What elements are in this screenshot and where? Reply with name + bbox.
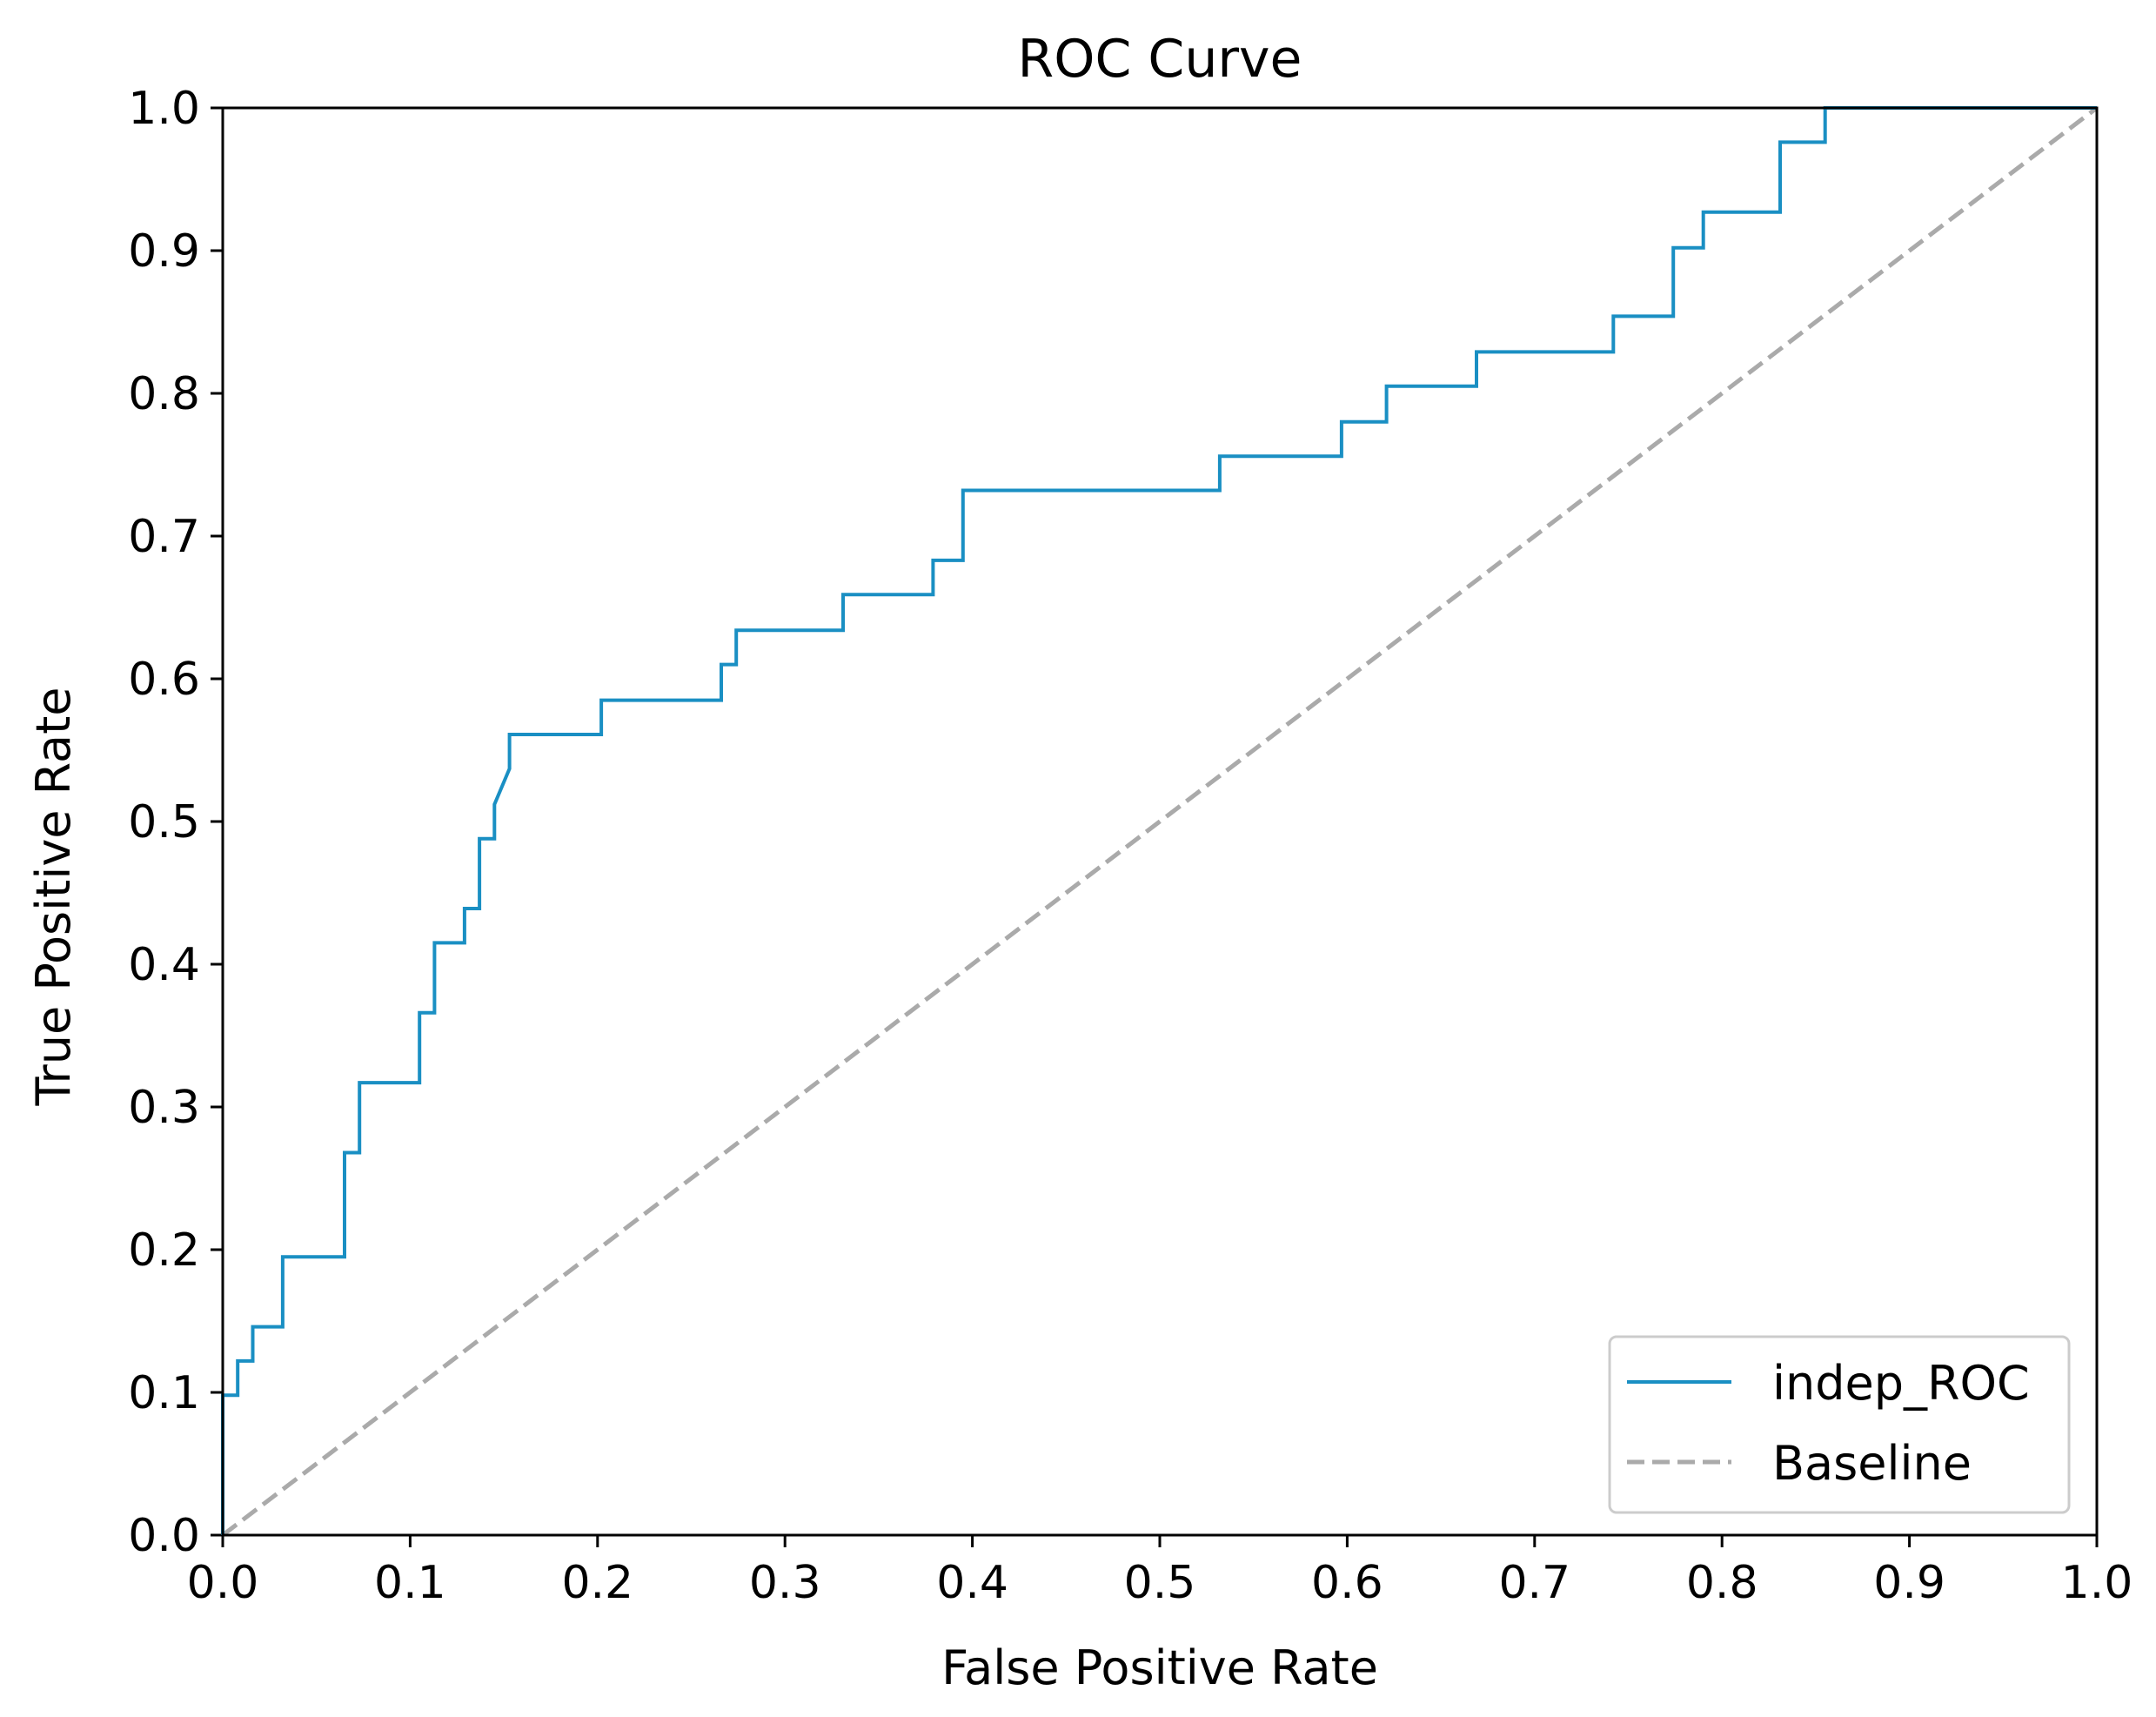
y-tick-label: 0.5	[128, 796, 200, 848]
y-tick-label: 1.0	[128, 83, 200, 135]
y-axis-ticks: 0.0 0.1 0.2 0.3 0.4 0.5 0.6 0.7 0.8 0.9 1.0	[128, 83, 223, 1562]
y-tick-label: 0.1	[128, 1367, 200, 1419]
legend-label-indep-roc: indep_ROC	[1772, 1356, 2030, 1411]
series-layer	[221, 106, 2099, 1537]
y-tick-label: 0.6	[128, 654, 200, 706]
y-axis-label: True Positive Rate	[26, 687, 81, 1106]
x-tick-label: 0.7	[1498, 1557, 1570, 1609]
y-tick-label: 0.7	[128, 511, 200, 563]
x-axis-label: False Positive Rate	[941, 1640, 1378, 1695]
series-line-indep-roc	[221, 106, 2097, 1535]
x-tick-label: 0.8	[1686, 1557, 1758, 1609]
x-tick-label: 0.2	[561, 1557, 633, 1609]
x-tick-label: 0.1	[374, 1557, 446, 1609]
chart-title: ROC Curve	[1018, 29, 1302, 90]
y-tick-label: 0.4	[128, 939, 200, 991]
legend: indep_ROC Baseline	[1608, 1335, 2071, 1514]
series-line-baseline	[221, 106, 2099, 1537]
x-tick-label: 0.3	[749, 1557, 821, 1609]
plot-frame	[221, 106, 2099, 1537]
x-tick-label: 0.0	[187, 1557, 259, 1609]
x-tick-label: 0.6	[1311, 1557, 1383, 1609]
y-tick-label: 0.0	[128, 1510, 200, 1562]
x-tick-label: 0.4	[936, 1557, 1008, 1609]
y-tick-label: 0.8	[128, 368, 200, 420]
legend-label-baseline: Baseline	[1772, 1436, 1972, 1491]
y-tick-label: 0.9	[128, 225, 200, 278]
y-tick-label: 0.2	[128, 1224, 200, 1277]
x-tick-label: 0.9	[1873, 1557, 1945, 1609]
y-tick-label: 0.3	[128, 1082, 200, 1134]
x-axis-ticks: 0.0 0.1 0.2 0.3 0.4 0.5 0.6 0.7 0.8 0.9 1.0	[187, 1535, 2133, 1609]
x-tick-label: 1.0	[2061, 1557, 2133, 1609]
x-tick-label: 0.5	[1124, 1557, 1196, 1609]
